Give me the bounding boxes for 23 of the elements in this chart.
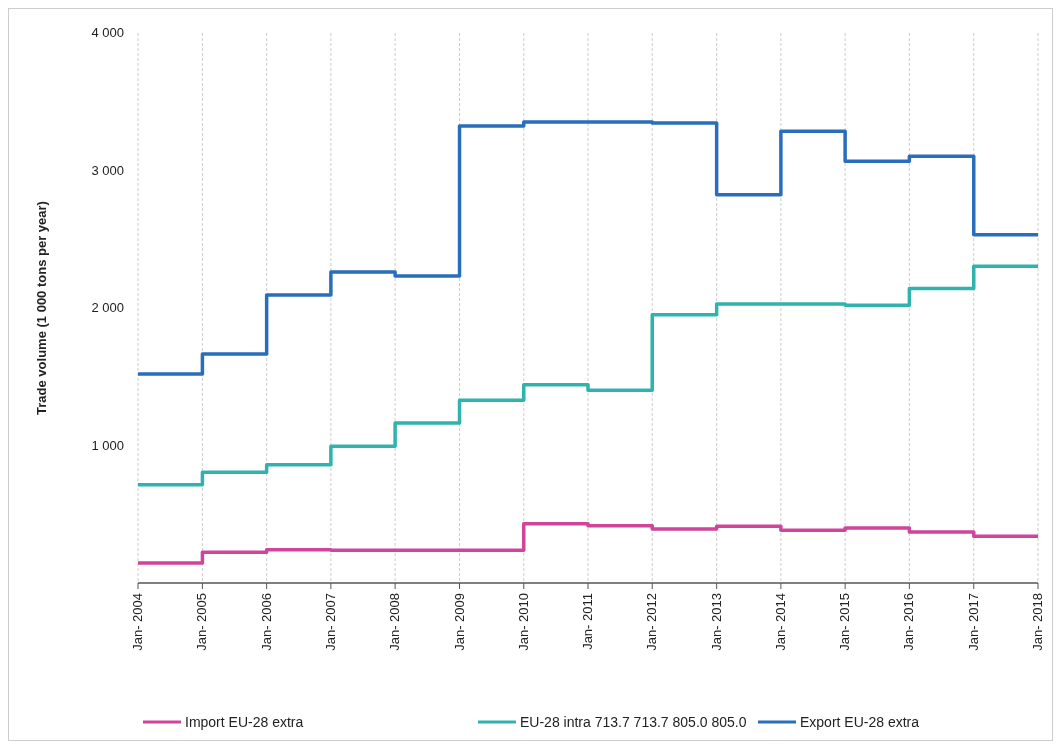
x-tick-label: Jan- 2017 bbox=[965, 593, 981, 651]
y-axis-title: Trade volume (1 000 tons per year) bbox=[34, 201, 49, 415]
legend-label: Export EU-28 extra bbox=[800, 714, 920, 730]
x-tick-label: Jan- 2011 bbox=[580, 593, 595, 650]
y-tick-label: 2 000 bbox=[91, 300, 124, 315]
x-tick-label: Jan- 2014 bbox=[772, 593, 788, 651]
legend-label: EU-28 intra 713.7 713.7 805.0 805.0 bbox=[520, 714, 747, 730]
y-tick-label: 1 000 bbox=[91, 437, 124, 453]
x-tick-label: Jan- 2010 bbox=[515, 593, 531, 651]
y-tick-label: 3 000 bbox=[91, 162, 124, 178]
x-tick-label: Jan- 2018 bbox=[1030, 593, 1045, 651]
x-tick-label: Jan- 2015 bbox=[837, 593, 853, 651]
x-tick-label: Jan- 2009 bbox=[451, 593, 467, 651]
legend-label: Import EU-28 extra bbox=[185, 714, 304, 730]
x-tick-label: Jan- 2012 bbox=[644, 593, 660, 651]
x-tick-label: Jan- 2016 bbox=[901, 593, 917, 651]
x-tick-label: Jan- 2005 bbox=[194, 593, 210, 651]
x-tick-label: Jan- 2006 bbox=[258, 593, 274, 651]
x-tick-label: Jan- 2004 bbox=[130, 593, 145, 651]
x-tick-label: Jan- 2007 bbox=[322, 593, 338, 651]
y-tick-label: 4 000 bbox=[91, 25, 124, 40]
x-tick-label: Jan- 2008 bbox=[387, 593, 403, 651]
x-tick-label: Jan- 2013 bbox=[708, 593, 724, 651]
